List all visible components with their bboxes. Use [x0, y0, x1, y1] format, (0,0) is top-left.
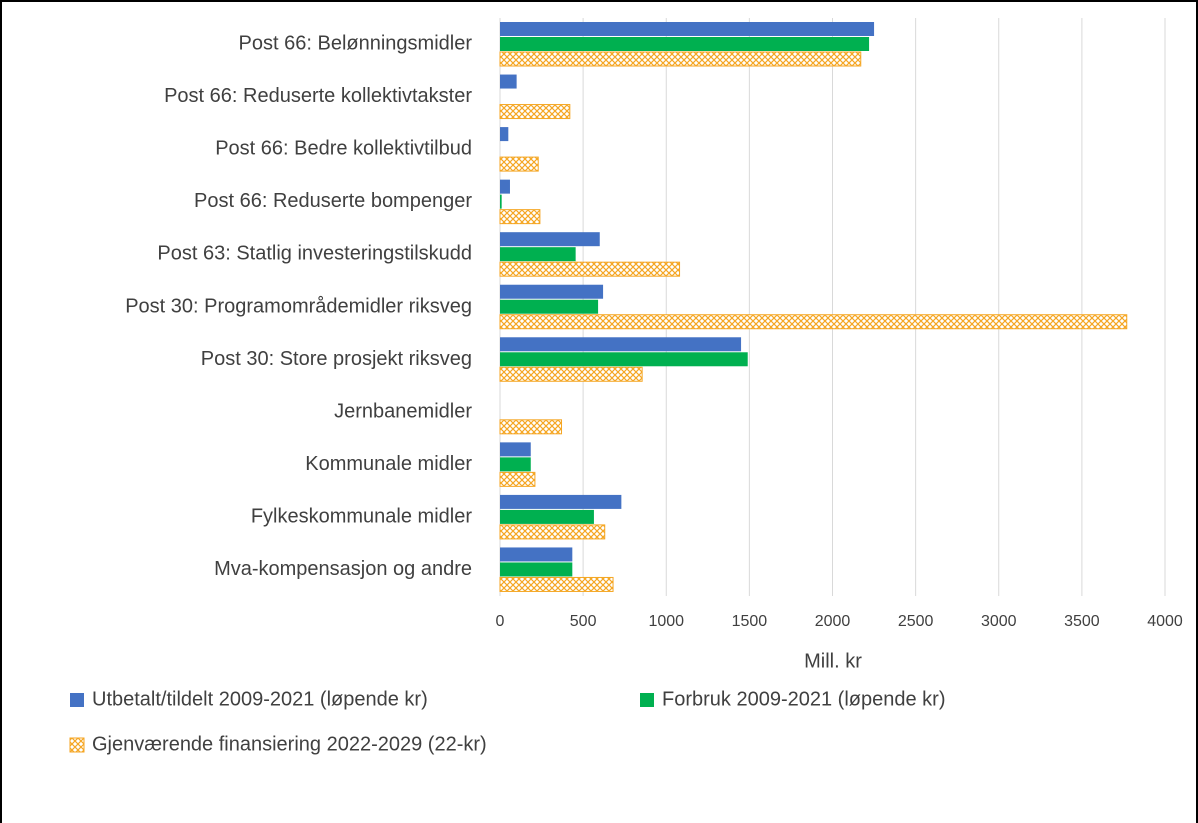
bar	[500, 127, 509, 142]
x-tick-label: 3000	[981, 613, 1017, 630]
x-tick-label: 2000	[815, 613, 851, 630]
y-tick-label: Mva-kompensasjon og andre	[214, 558, 472, 580]
bar	[499, 104, 571, 120]
bar	[500, 247, 576, 262]
bar	[500, 442, 531, 457]
bar	[500, 494, 622, 509]
x-axis-title: Mill. kr	[804, 650, 862, 672]
bar	[500, 22, 875, 36]
bar	[499, 576, 614, 592]
bar	[500, 352, 748, 367]
bar	[500, 299, 599, 314]
bar	[499, 156, 539, 172]
bar	[500, 179, 510, 194]
bar	[500, 547, 573, 562]
x-tick-label: 2500	[898, 613, 934, 630]
x-tick-label: 0	[496, 613, 505, 630]
legend-label: Gjenværende finansiering 2022-2029 (22-k…	[92, 733, 487, 755]
x-tick-label: 1000	[648, 613, 684, 630]
y-tick-label: Post 66: Reduserte bompenger	[194, 190, 472, 212]
y-tick-label: Post 66: Reduserte kollektivtakster	[164, 85, 472, 107]
bar	[500, 509, 594, 524]
bar	[500, 457, 531, 472]
y-tick-label: Jernbanemidler	[334, 400, 472, 422]
bar	[499, 524, 606, 540]
y-tick-label: Post 30: Programområdemidler riksveg	[125, 295, 472, 317]
bar	[499, 419, 563, 435]
legend-swatch	[69, 737, 85, 753]
x-tick-label: 3500	[1064, 613, 1100, 630]
x-tick-label: 500	[570, 613, 597, 630]
bar	[499, 366, 643, 382]
bar	[499, 314, 1128, 330]
legend-swatch	[70, 693, 84, 707]
bar	[499, 261, 681, 277]
y-tick-label: Post 30: Store prosjekt riksveg	[201, 348, 472, 370]
x-tick-label: 4000	[1147, 613, 1183, 630]
x-tick-label: 1500	[732, 613, 768, 630]
bar	[500, 562, 573, 577]
bar	[499, 209, 541, 225]
y-tick-label: Fylkeskommunale midler	[251, 505, 473, 527]
bar	[500, 337, 742, 352]
bar	[500, 37, 870, 51]
bar	[500, 74, 517, 89]
y-tick-label: Kommunale midler	[305, 453, 472, 475]
legend-label: Utbetalt/tildelt 2009-2021 (løpende kr)	[92, 688, 428, 710]
y-tick-label: Post 66: Belønningsmidler	[239, 33, 473, 55]
y-tick-label: Post 63: Statlig investeringstilskudd	[157, 243, 472, 265]
legend-label: Forbruk 2009-2021 (løpende kr)	[662, 688, 945, 710]
bar	[500, 232, 600, 247]
bar	[500, 284, 604, 299]
bar	[500, 194, 502, 209]
legend-swatch	[640, 693, 654, 707]
y-tick-label: Post 66: Bedre kollektivtilbud	[215, 138, 472, 160]
bar	[499, 51, 862, 67]
bar	[499, 471, 536, 487]
